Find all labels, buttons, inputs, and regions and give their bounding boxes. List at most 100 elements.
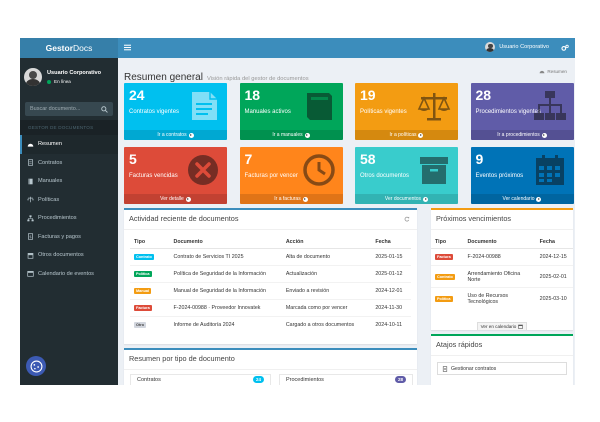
type-badge: Política xyxy=(435,295,453,302)
sidebar-item-contratos[interactable]: Contratos xyxy=(20,154,118,173)
sidebar-item-label: Contratos xyxy=(38,159,63,166)
quick-links-box: Atajos rápidos Gestionar contratos xyxy=(431,334,573,385)
arrow-circle-right-icon xyxy=(541,132,547,138)
table-header[interactable]: Documento xyxy=(463,236,536,249)
quick-link-contratos[interactable]: Gestionar contratos xyxy=(437,362,567,375)
stat-tile-link[interactable]: Ir a facturas xyxy=(239,194,343,204)
table-header[interactable]: Tipo xyxy=(130,236,170,249)
activity-title: Actividad reciente de documentos xyxy=(124,210,417,230)
page-title: Resumen general xyxy=(124,72,203,83)
arrow-circle-right-icon xyxy=(302,196,308,202)
type-badge: Contrato xyxy=(134,254,154,260)
table-row[interactable]: Manual Manual de Seguridad de la Informac… xyxy=(130,282,411,300)
table-row[interactable]: Contrato Contrato de Servicios TI 2025 Alt… xyxy=(130,248,411,266)
sidebar-item-label: Facturas y pagos xyxy=(38,233,81,240)
type-badge: Otro xyxy=(134,322,147,329)
user-menu[interactable]: Usuario Corporativo xyxy=(485,42,549,52)
document-name: Política de Seguridad de la Información xyxy=(169,265,282,283)
table-header[interactable]: Fecha xyxy=(535,236,573,249)
search-icon[interactable] xyxy=(101,105,108,113)
date-text: 2024-12-01 xyxy=(371,282,411,300)
arrow-circle-right-icon xyxy=(188,132,194,138)
stat-tile-link[interactable]: Ir a políticas xyxy=(355,130,458,140)
table-row[interactable]: Política Política de Seguridad de la Info… xyxy=(130,265,411,283)
cookie-icon xyxy=(30,360,42,372)
stat-label: Manuales activos xyxy=(244,109,291,115)
sidebar-item-procedimientos[interactable]: Procedimientos xyxy=(20,209,118,228)
document-name: Informe de Auditoría 2024 xyxy=(169,316,282,334)
avatar xyxy=(24,68,42,86)
document-name: Contrato de Servicios TI 2025 xyxy=(169,248,282,266)
table-header[interactable]: Tipo xyxy=(431,236,464,249)
clock-icon xyxy=(302,154,335,186)
brand-logo[interactable]: Gestor Docs xyxy=(20,38,118,58)
stat-tile-link-label: Ver documentos xyxy=(384,196,422,202)
summary-title: Resumen por tipo de documento xyxy=(124,350,417,370)
table-row[interactable]: Contrato Arrendamiento Oficina Norte 2025-… xyxy=(431,265,573,288)
cookie-button[interactable] xyxy=(26,356,46,376)
table-header[interactable]: Acción xyxy=(281,236,372,249)
scale-icon xyxy=(27,196,34,203)
action-text: Enviado a revisión xyxy=(281,282,372,300)
action-text: Marcada como por vencer xyxy=(281,299,372,317)
arrow-circle-right-icon xyxy=(304,132,310,138)
document-icon xyxy=(192,92,217,120)
sidebar-item-politicas[interactable]: Políticas xyxy=(20,191,118,210)
stat-value: 7 xyxy=(244,151,253,167)
stat-value: 9 xyxy=(475,151,484,167)
stat-value: 18 xyxy=(244,87,261,103)
refresh-icon[interactable] xyxy=(404,216,410,222)
gears-icon[interactable] xyxy=(561,44,569,52)
document-name: F-2024-00988 · Proveedor Innovatek xyxy=(169,299,282,317)
sidebar-item-label: Procedimientos xyxy=(38,215,77,222)
type-badge: Política xyxy=(134,271,152,277)
breadcrumb-item[interactable]: Resumen xyxy=(547,69,567,74)
stat-tile-link-label: Ir a manuales xyxy=(272,132,303,138)
quick-links-title: Atajos rápidos xyxy=(431,336,573,356)
summary-card-label: Procedimientos xyxy=(286,377,324,383)
menu-toggle-icon[interactable] xyxy=(124,44,131,51)
activity-table: Tipo Documento Acción Fecha Contrato Contrat… xyxy=(130,236,411,334)
type-badge: Factura xyxy=(134,305,152,311)
svg-text:$: $ xyxy=(29,235,31,239)
user-status: En línea xyxy=(47,79,101,84)
table-row[interactable]: Política Uso de Recursos Tecnológicos 2025… xyxy=(431,287,573,310)
sidebar-item-label: Otros documentos xyxy=(38,252,84,259)
type-badge: Factura xyxy=(435,254,453,260)
sidebar-item-label: Manuales xyxy=(38,178,63,185)
table-row[interactable]: Otro Informe de Auditoría 2024 Cargado a o… xyxy=(130,316,411,334)
arrow-circle-right-icon xyxy=(418,132,424,138)
table-row[interactable]: Factura F-2024-00988 · Proveedor Innovate… xyxy=(130,299,411,317)
type-badge: Contrato xyxy=(435,273,455,280)
sidebar-item-label: Resumen xyxy=(38,141,62,148)
stat-tile-link[interactable]: Ver documentos xyxy=(355,194,458,204)
stat-tile-link[interactable]: Ir a procedimientos xyxy=(470,130,574,140)
table-row[interactable]: Factura F-2024-00988 2024-12-15 xyxy=(431,248,573,266)
stat-tile: 9 Eventos próximos Ver calendario xyxy=(470,147,574,204)
summary-card-contratos[interactable]: Contratos 24 xyxy=(130,374,271,385)
calendar-icon xyxy=(27,271,34,277)
table-header[interactable]: Fecha xyxy=(371,236,411,249)
sidebar-item-manuales[interactable]: Manuales xyxy=(20,172,118,191)
type-badge: Manual xyxy=(134,288,152,294)
stat-tile-link[interactable]: Ir a contratos xyxy=(124,130,227,140)
search-input[interactable] xyxy=(30,106,90,112)
brand-light: Docs xyxy=(73,43,93,53)
stat-tile: 18 Manuales activos Ir a manuales xyxy=(239,83,343,140)
sidebar-item-facturas-y-pagos[interactable]: $ Facturas y pagos xyxy=(20,228,118,247)
sidebar-item-calendario-de-eventos[interactable]: Calendario de eventos xyxy=(20,265,118,284)
sidebar-item-resumen[interactable]: Resumen xyxy=(20,135,118,154)
view-calendar-button[interactable]: Ver en calendario xyxy=(476,321,528,330)
sidebar-item-otros-documentos[interactable]: Otros documentos xyxy=(20,246,118,265)
summary-card-procedimientos[interactable]: Procedimientos 28 xyxy=(279,374,413,385)
content-header: Resumen general Visión rápida del gestor … xyxy=(124,67,569,83)
stat-tile-link[interactable]: Ver detalle xyxy=(124,194,227,204)
stat-tile-link[interactable]: Ver calendario xyxy=(470,194,574,204)
arrow-circle-right-icon xyxy=(423,196,429,202)
date-text: 2025-01-15 xyxy=(371,248,411,266)
stat-tile-link-label: Ver calendario xyxy=(502,196,535,202)
stat-tile-link[interactable]: Ir a manuales xyxy=(239,130,343,140)
action-text: Alta de documento xyxy=(281,248,372,266)
stat-label: Facturas vencidas xyxy=(129,173,178,179)
table-header[interactable]: Documento xyxy=(169,236,282,249)
